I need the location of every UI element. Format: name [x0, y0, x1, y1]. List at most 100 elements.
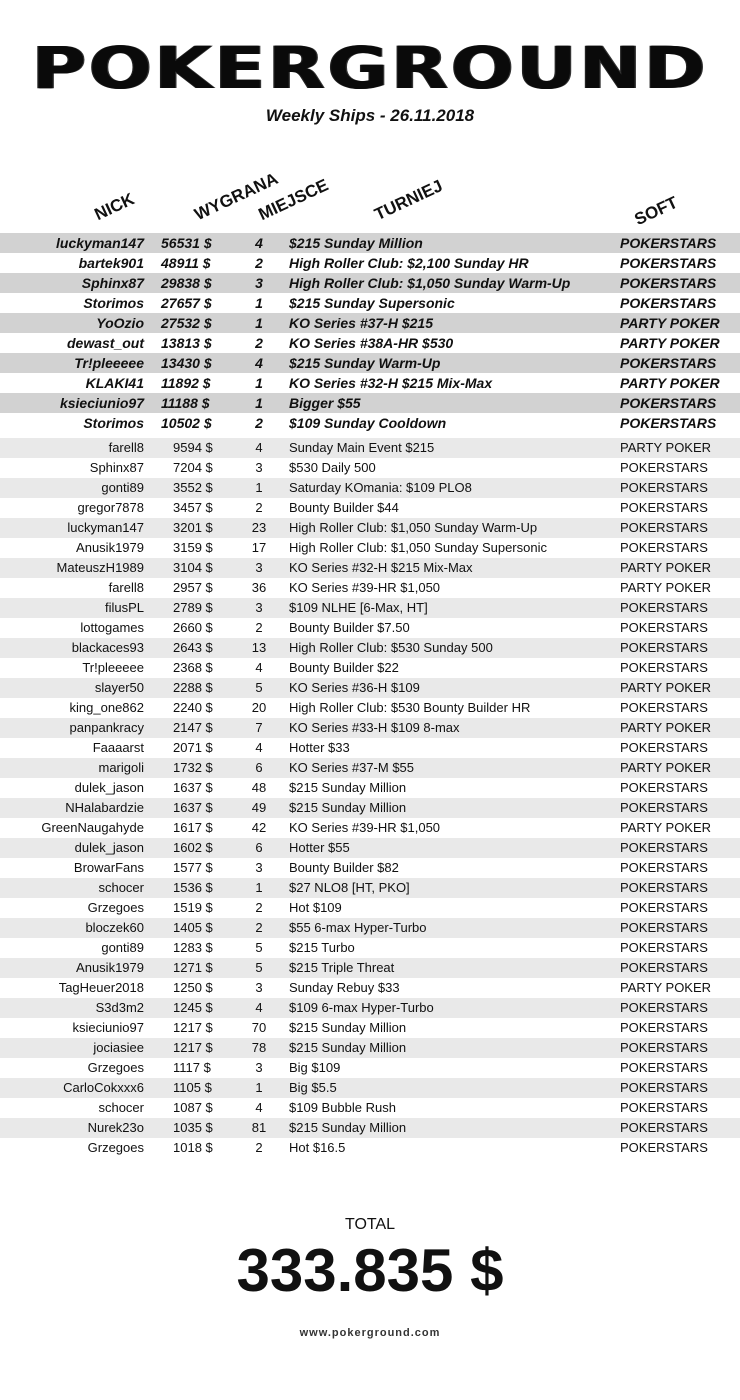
- place-cell: 1: [255, 480, 263, 495]
- place-cell: 70: [251, 1020, 267, 1035]
- soft-cell: POKERSTARS: [620, 295, 717, 311]
- amount-cell: 1536 $: [173, 880, 213, 895]
- tournament-cell: $215 Sunday Supersonic: [289, 295, 455, 311]
- place-cell: 3: [255, 1060, 263, 1075]
- soft-cell: POKERSTARS: [620, 1120, 708, 1135]
- nick-cell: Nurek23o: [87, 1120, 144, 1135]
- place-cell: 1: [255, 295, 263, 311]
- table-row: Anusik1979 1271 $ 5 $215 Triple Threat POKER…: [0, 958, 740, 978]
- place-cell: 3: [255, 275, 263, 291]
- place-cell: 3: [255, 560, 263, 575]
- place-cell: 23: [251, 520, 267, 535]
- place-cell: 48: [251, 780, 267, 795]
- tournament-cell: $215 Sunday Million: [289, 800, 407, 815]
- top-winner-row: YoOzio 27532 $ 1 KO Series #37-H $215 PARTY …: [0, 313, 740, 333]
- nick-cell: YoOzio: [96, 315, 144, 331]
- tournament-cell: $109 6-max Hyper-Turbo: [289, 1000, 434, 1015]
- table-row: luckyman147 3201 $ 23 High Roller Club: $1,…: [0, 518, 740, 538]
- tournament-cell: KO Series #38A-HR $530: [289, 335, 454, 351]
- place-cell: 6: [255, 760, 263, 775]
- amount-cell: 1637 $: [173, 800, 213, 815]
- top-winner-row: Storimos 10502 $ 2 $109 Sunday Cooldown POKE…: [0, 413, 740, 433]
- table-row: schocer 1536 $ 1 $27 NLO8 [HT, PKO] POKERSTA…: [0, 878, 740, 898]
- table-row: king_one862 2240 $ 20 High Roller Club: $53…: [0, 698, 740, 718]
- nick-cell: slayer50: [94, 680, 144, 695]
- nick-cell: Grzegoes: [87, 1060, 144, 1075]
- place-cell: 78: [251, 1040, 267, 1055]
- table-row: Grzegoes 1117 $ 3 Big $109 POKERSTARS: [0, 1058, 740, 1078]
- tournament-cell: Big $109: [289, 1060, 341, 1075]
- table-row: NHalabardzie 1637 $ 49 $215 Sunday Million P…: [0, 798, 740, 818]
- table-row: gregor7878 3457 $ 2 Bounty Builder $44 POKER…: [0, 498, 740, 518]
- amount-cell: 27532 $: [161, 315, 212, 331]
- nick-cell: bloczek60: [85, 920, 144, 935]
- soft-cell: POKERSTARS: [620, 415, 717, 431]
- nick-cell: Tr!pleeeee: [82, 660, 144, 675]
- amount-cell: 2240 $: [173, 700, 213, 715]
- place-cell: 2: [255, 920, 263, 935]
- amount-cell: 7204 $: [173, 460, 213, 475]
- table-row: BrowarFans 1577 $ 3 Bounty Builder $82 POKER…: [0, 858, 740, 878]
- tournament-cell: $215 Sunday Million: [289, 235, 423, 251]
- place-cell: 36: [251, 580, 267, 595]
- soft-cell: POKERSTARS: [620, 740, 708, 755]
- nick-cell: jociasiee: [93, 1040, 144, 1055]
- place-cell: 17: [251, 540, 267, 555]
- amount-cell: 2643 $: [173, 640, 213, 655]
- soft-cell: POKERSTARS: [620, 255, 717, 271]
- tournament-cell: Hot $16.5: [289, 1140, 346, 1155]
- top-winner-row: Tr!pleeeee 13430 $ 4 $215 Sunday Warm-Up POK…: [0, 353, 740, 373]
- tournament-cell: $215 Triple Threat: [289, 960, 395, 975]
- place-cell: 42: [251, 820, 267, 835]
- soft-cell: PARTY POKER: [620, 315, 720, 331]
- tournament-cell: High Roller Club: $1,050 Sunday Warm-Up: [289, 275, 571, 291]
- table-row: Sphinx87 7204 $ 3 $530 Daily 500 POKERSTARS: [0, 458, 740, 478]
- tournament-cell: $215 Sunday Million: [289, 780, 407, 795]
- table-row: filusPL 2789 $ 3 $109 NLHE [6-Max, HT] POKER…: [0, 598, 740, 618]
- amount-cell: 48911 $: [161, 255, 211, 271]
- nick-cell: dewast_out: [66, 335, 144, 351]
- nick-cell: Anusik1979: [76, 540, 144, 555]
- nick-cell: gregor7878: [77, 500, 145, 515]
- tournament-cell: Big $5.5: [289, 1080, 337, 1095]
- amount-cell: 56531 $: [161, 235, 212, 251]
- nick-cell: bartek901: [78, 255, 144, 271]
- amount-cell: 3201 $: [173, 520, 213, 535]
- soft-cell: POKERSTARS: [620, 600, 708, 615]
- soft-cell: POKERSTARS: [620, 1040, 708, 1055]
- soft-cell: POKERSTARS: [620, 1080, 708, 1095]
- nick-cell: farell8: [108, 440, 144, 455]
- tournament-cell: $55 6-max Hyper-Turbo: [289, 920, 427, 935]
- amount-cell: 2368 $: [173, 660, 213, 675]
- soft-cell: PARTY POKER: [620, 980, 712, 995]
- soft-cell: POKERSTARS: [620, 780, 708, 795]
- place-cell: 2: [255, 415, 263, 431]
- soft-cell: POKERSTARS: [620, 500, 708, 515]
- total-label: TOTAL: [344, 1216, 396, 1233]
- soft-cell: POKERSTARS: [620, 640, 708, 655]
- website-link[interactable]: www.pokerground.com: [299, 1327, 441, 1339]
- nick-cell: Faaaarst: [92, 740, 144, 755]
- tournament-cell: Sunday Rebuy $33: [289, 980, 400, 995]
- soft-cell: POKERSTARS: [620, 700, 708, 715]
- tournament-cell: KO Series #39-HR $1,050: [289, 580, 441, 595]
- nick-cell: luckyman147: [56, 235, 144, 251]
- table-row: dulek_jason 1602 $ 6 Hotter $55 POKERSTARS: [0, 838, 740, 858]
- amount-cell: 1283 $: [173, 940, 213, 955]
- amount-cell: 11892 $: [161, 375, 211, 391]
- nick-cell: king_one862: [69, 700, 144, 715]
- nick-cell: NHalabardzie: [65, 800, 144, 815]
- table-row: Grzegoes 1018 $ 2 Hot $16.5 POKERSTARS: [0, 1138, 740, 1158]
- tournament-cell: $215 Sunday Million: [289, 1020, 407, 1035]
- soft-cell: POKERSTARS: [620, 395, 717, 411]
- tournament-cell: Hotter $33: [289, 740, 350, 755]
- table-row: Anusik1979 3159 $ 17 High Roller Club: $1,0…: [0, 538, 740, 558]
- soft-cell: PARTY POKER: [620, 760, 712, 775]
- amount-cell: 27657 $: [161, 295, 212, 311]
- tournament-cell: KO Series #32-H $215 Mix-Max: [289, 560, 473, 575]
- tournament-cell: Bigger $55: [289, 395, 361, 411]
- amount-cell: 1250 $: [173, 980, 213, 995]
- nick-cell: marigoli: [98, 760, 144, 775]
- tournament-cell: Sunday Main Event $215: [289, 440, 435, 455]
- soft-cell: POKERSTARS: [620, 840, 708, 855]
